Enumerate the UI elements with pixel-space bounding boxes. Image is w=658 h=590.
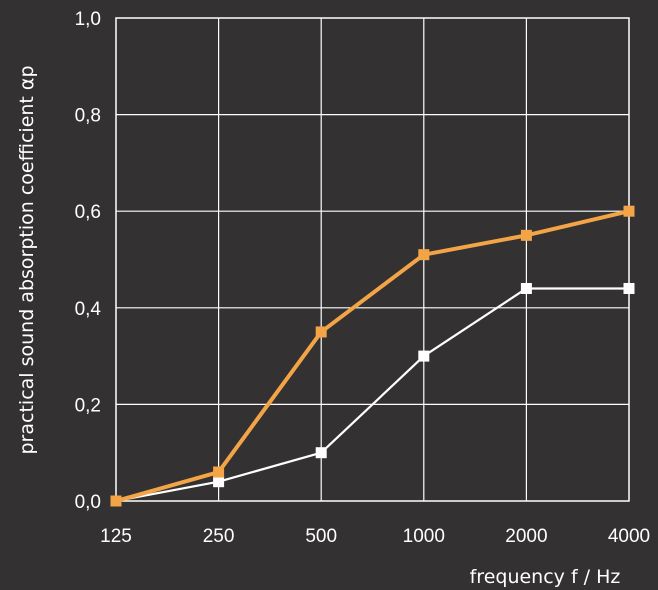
y-tick-labels: 0,0 0,2 0,4 0,6 0,8 1,0 <box>75 9 102 513</box>
data-point-marker <box>520 282 532 294</box>
y-tick-label: 0,8 <box>75 106 101 127</box>
data-point-marker <box>213 466 225 478</box>
data-point-marker <box>520 229 532 241</box>
series-line <box>115 209 630 503</box>
y-tick-label: 0,6 <box>75 202 101 223</box>
series-line <box>115 287 629 503</box>
data-point-marker <box>315 447 327 459</box>
data-point-marker <box>623 282 635 294</box>
x-axis-label: frequency f / Hz <box>470 566 621 588</box>
data-point-marker <box>213 476 225 488</box>
x-tick-labels: 125 250 500 1000 2000 4000 <box>100 526 650 547</box>
y-tick-label: 0,0 <box>75 492 101 513</box>
x-tick-label: 2000 <box>505 526 547 547</box>
data-point-marker <box>418 249 430 261</box>
data-point-marker <box>110 495 122 507</box>
y-tick-label: 0,2 <box>75 395 101 416</box>
data-point-marker <box>418 350 430 362</box>
plot-area <box>115 17 630 502</box>
series-layer <box>110 205 635 507</box>
data-point-marker <box>623 205 635 217</box>
y-tick-label: 0,4 <box>75 299 102 320</box>
x-tick-label: 125 <box>100 526 132 547</box>
x-tick-label: 250 <box>203 526 235 547</box>
x-tick-label: 4000 <box>608 526 650 547</box>
data-point-marker <box>315 326 327 338</box>
x-tick-label: 1000 <box>403 526 445 547</box>
y-tick-label: 1,0 <box>75 9 101 30</box>
y-axis-label: practical sound absorption coefficient α… <box>16 66 38 455</box>
x-tick-label: 500 <box>305 526 337 547</box>
